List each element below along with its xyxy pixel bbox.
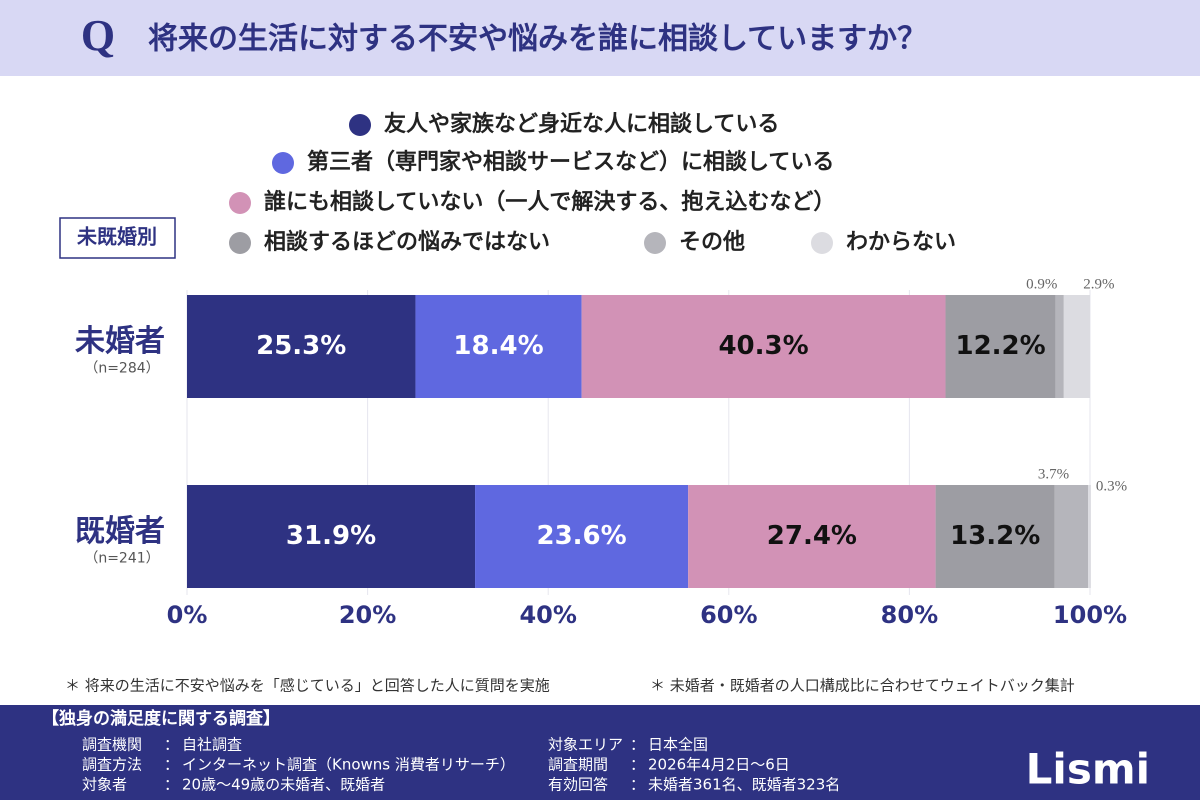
bar-segment bbox=[187, 295, 416, 398]
value-label: 40.3% bbox=[718, 331, 808, 361]
survey-value: 自社調査 bbox=[182, 736, 242, 754]
survey-separator: ： bbox=[164, 756, 179, 774]
survey-value: 2026年4月2日～6日 bbox=[648, 756, 790, 774]
survey-separator: ： bbox=[630, 756, 645, 774]
legend-swatch bbox=[644, 232, 666, 254]
survey-separator: ： bbox=[164, 736, 179, 754]
x-tick-label: 0% bbox=[167, 601, 208, 629]
bar-segment bbox=[1055, 295, 1064, 398]
x-tick-label: 60% bbox=[700, 601, 757, 629]
legend-label: 相談するほどの悩みではない bbox=[264, 229, 550, 255]
value-label: 0.3% bbox=[1096, 478, 1127, 494]
value-label: 23.6% bbox=[537, 521, 627, 551]
survey-separator: ： bbox=[630, 776, 645, 794]
value-label: 3.7% bbox=[1038, 466, 1069, 482]
survey-separator: ： bbox=[164, 776, 179, 794]
bar-segment bbox=[1063, 295, 1090, 398]
category-label: 既婚者 bbox=[75, 514, 165, 549]
value-label: 13.2% bbox=[950, 521, 1040, 551]
legend-label: その他 bbox=[679, 230, 745, 255]
chart-title: 将来の生活に対する不安や悩みを誰に相談していますか？ bbox=[148, 22, 927, 57]
legend-swatch bbox=[272, 152, 294, 174]
logo: Lismi bbox=[1026, 745, 1150, 794]
x-tick-label: 20% bbox=[339, 601, 396, 629]
header-band bbox=[0, 0, 1200, 76]
legend-swatch bbox=[349, 114, 371, 136]
survey-label: 調査期間 bbox=[548, 756, 608, 774]
value-label: 27.4% bbox=[767, 521, 857, 551]
legend-label: 誰にも相談していない（一人で解決する、抱え込むなど） bbox=[264, 189, 835, 215]
legend-swatch bbox=[229, 192, 251, 214]
survey-separator: ： bbox=[630, 736, 645, 754]
bar-segment bbox=[187, 485, 476, 588]
bar-segment bbox=[475, 485, 689, 588]
q-mark: Q bbox=[81, 11, 115, 60]
x-tick-label: 40% bbox=[519, 601, 576, 629]
category-note: （n=241） bbox=[84, 551, 159, 567]
bar-segment bbox=[688, 485, 936, 588]
survey-value: 20歳～49歳の未婚者、既婚者 bbox=[182, 776, 385, 794]
x-tick-label: 80% bbox=[881, 601, 938, 629]
value-label: 12.2% bbox=[956, 331, 1046, 361]
bar-segment bbox=[415, 295, 582, 398]
group-label: 未既婚別 bbox=[77, 225, 157, 249]
legend-swatch bbox=[229, 232, 251, 254]
footnote: ＊ 未婚者・既婚者の人口構成比に合わせてウェイトバック集計 bbox=[650, 677, 1075, 695]
value-label: 0.9% bbox=[1026, 276, 1057, 292]
bar-segment bbox=[581, 295, 946, 398]
bar-segment bbox=[935, 485, 1055, 588]
bar-segment bbox=[1088, 485, 1091, 588]
survey-value: インターネット調査（Knowns 消費者リサーチ） bbox=[182, 756, 515, 774]
footnote: ＊ 将来の生活に不安や悩みを「感じている」と回答した人に質問を実施 bbox=[65, 677, 550, 695]
group-label-box bbox=[59, 217, 176, 259]
value-label: 31.9% bbox=[286, 521, 376, 551]
survey-label: 有効回答 bbox=[548, 776, 608, 794]
survey-label: 対象エリア bbox=[548, 736, 623, 754]
survey-value: 未婚者361名、既婚者323名 bbox=[648, 776, 840, 794]
bar-segment bbox=[945, 295, 1056, 398]
survey-label: 対象者 bbox=[82, 776, 127, 794]
value-label: 2.9% bbox=[1083, 276, 1114, 292]
category-note: （n=284） bbox=[84, 361, 159, 377]
bar-segment bbox=[1054, 485, 1089, 588]
value-label: 18.4% bbox=[453, 331, 543, 361]
legend-swatch bbox=[811, 232, 833, 254]
legend-label: わからない bbox=[846, 230, 956, 255]
survey-label: 調査機関 bbox=[82, 736, 142, 754]
footer-band bbox=[0, 705, 1200, 800]
survey-label: 調査方法 bbox=[82, 756, 142, 774]
x-tick-label: 100% bbox=[1053, 601, 1127, 629]
legend-label: 友人や家族など身近な人に相談している bbox=[384, 111, 779, 137]
survey-heading: 【独身の満足度に関する調査】 bbox=[42, 708, 280, 729]
survey-value: 日本全国 bbox=[648, 736, 708, 754]
value-label: 25.3% bbox=[256, 331, 346, 361]
legend-label: 第三者（専門家や相談サービスなど）に相談している bbox=[307, 149, 834, 175]
category-label: 未婚者 bbox=[75, 324, 165, 359]
